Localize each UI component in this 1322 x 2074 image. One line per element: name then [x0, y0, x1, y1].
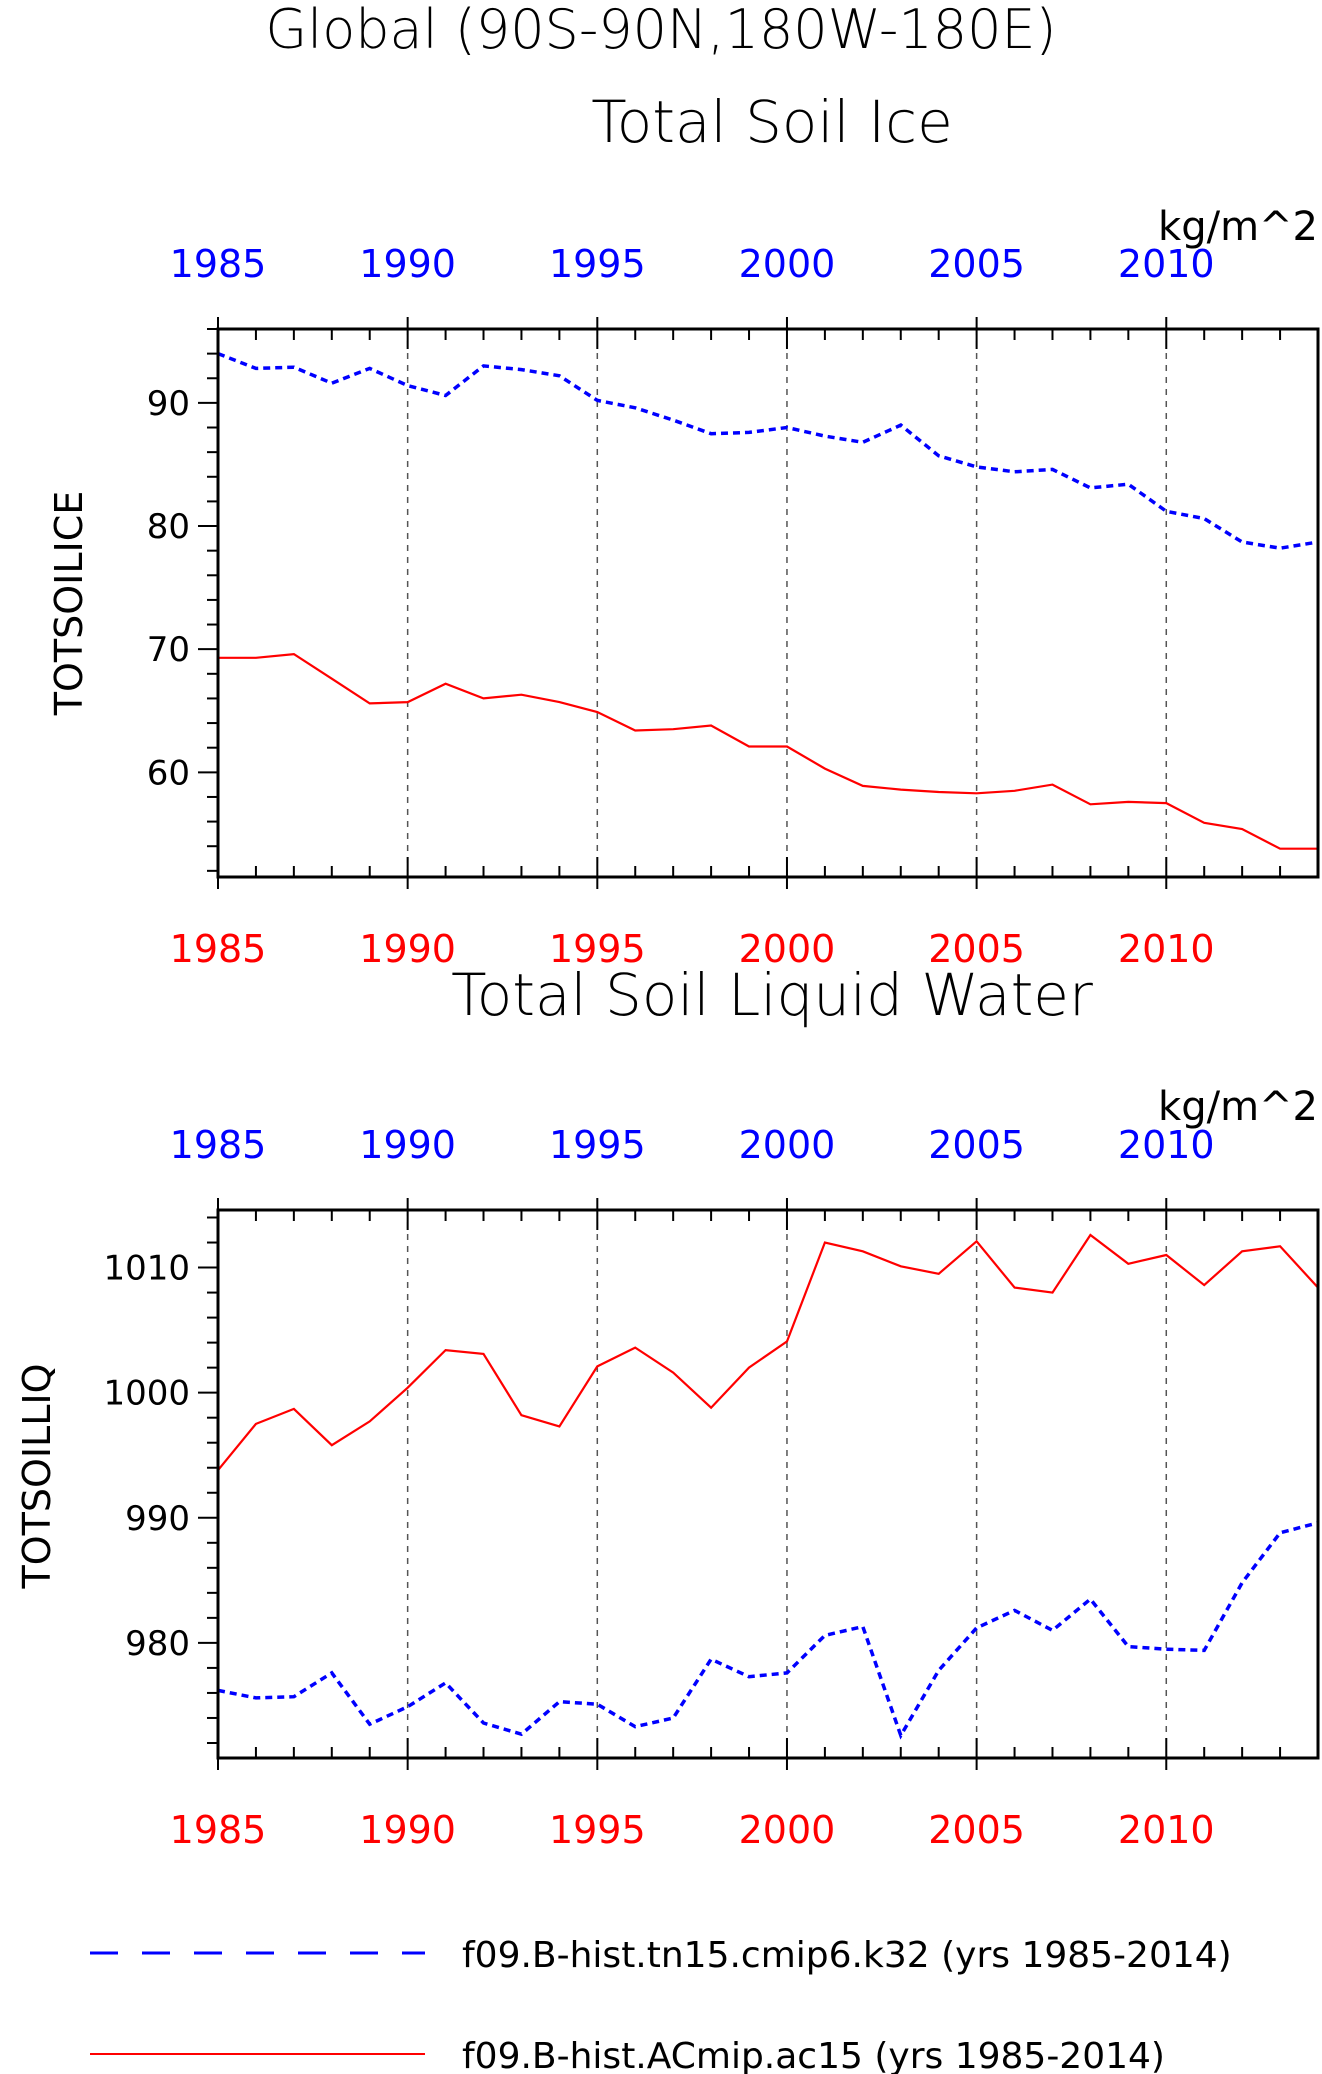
x-tick-label-top: 1995	[549, 1123, 646, 1167]
figure-title: Global (90S-90N,180W-180E)	[265, 0, 1056, 61]
units-label: kg/m^2	[1158, 1084, 1318, 1130]
chart-legend: f09.B-hist.tn15.cmip6.k32 (yrs 1985-2014…	[90, 1935, 1232, 2074]
x-tick-label-bottom: 2005	[928, 1808, 1025, 1852]
y-tick-label: 980	[125, 1624, 190, 1664]
y-tick-label: 80	[147, 507, 190, 547]
x-tick-label-bottom: 2000	[739, 927, 836, 971]
series-line-k32	[217, 351, 1319, 550]
x-tick-label-top: 2005	[928, 242, 1025, 286]
x-tick-label-bottom: 1995	[549, 1808, 646, 1852]
chart-panel-soil-liquid: 980 990 1000 1010 1985 1985 1990 1990 1995 1995 20…	[15, 1084, 1320, 1852]
y-tick-label: 70	[147, 630, 190, 670]
plot-frame	[216, 327, 1320, 879]
units-label: kg/m^2	[1158, 204, 1318, 250]
series-line-ac15	[217, 1233, 1319, 1471]
series-line-ac15	[218, 652, 1318, 850]
x-tick-label-bottom: 1990	[359, 927, 456, 971]
x-tick-label-top: 2010	[1118, 1123, 1215, 1167]
y-tick-label: 1010	[103, 1249, 190, 1289]
y-axis-label: TOTSOILLIQ	[15, 1363, 59, 1589]
x-tick-label-bottom: 2005	[928, 927, 1025, 971]
x-tick-label-bottom: 2000	[739, 1808, 836, 1852]
legend-label: f09.B-hist.ACmip.ac15 (yrs 1985-2014)	[462, 2036, 1165, 2074]
y-tick-label: 990	[125, 1499, 190, 1539]
y-axis-label: TOTSOILICE	[47, 491, 91, 717]
y-tick-label: 60	[147, 753, 190, 793]
x-tick-label-top: 1995	[549, 242, 646, 286]
legend-label: f09.B-hist.tn15.cmip6.k32 (yrs 1985-2014…	[462, 1935, 1232, 1976]
panel-2-title: Total Soil Liquid Water	[451, 961, 1093, 1029]
x-tick-label-top: 2000	[739, 242, 836, 286]
y-tick-label: 1000	[103, 1374, 190, 1414]
plot-frame	[216, 1208, 1320, 1760]
x-tick-label-top: 2000	[739, 1123, 836, 1167]
series-line-k32	[217, 1521, 1319, 1740]
x-tick-label-top: 1990	[359, 1123, 456, 1167]
x-tick-label-top: 1985	[170, 242, 267, 286]
chart-panel-soil-ice: 60 70 80 90 1985 1985 1990 1990 1995 1995 2000 2000…	[47, 204, 1320, 971]
panel-1-title: Total Soil Ice	[591, 88, 953, 156]
x-tick-label-top: 1990	[359, 242, 456, 286]
x-tick-label-bottom: 1985	[170, 1808, 267, 1852]
x-tick-label-top: 2010	[1118, 242, 1215, 286]
y-tick-label: 90	[147, 384, 190, 424]
x-tick-label-bottom: 1985	[170, 927, 267, 971]
x-tick-label-bottom: 2010	[1118, 1808, 1215, 1852]
x-tick-label-bottom: 2010	[1118, 927, 1215, 971]
x-tick-label-top: 2005	[928, 1123, 1025, 1167]
x-tick-label-top: 1985	[170, 1123, 267, 1167]
x-tick-label-bottom: 1990	[359, 1808, 456, 1852]
x-tick-label-bottom: 1995	[549, 927, 646, 971]
